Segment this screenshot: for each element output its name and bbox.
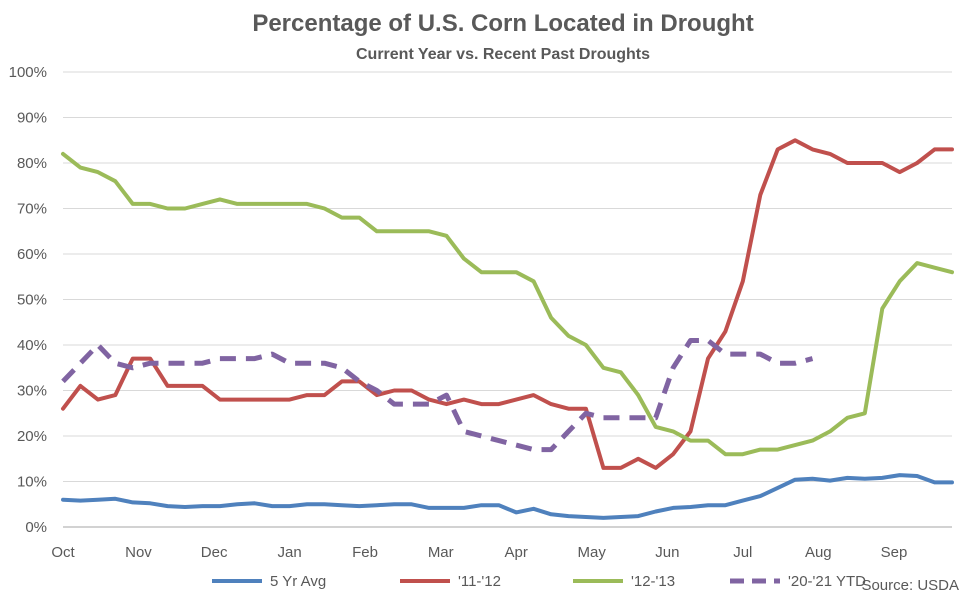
series-line-2	[61, 138, 954, 470]
gridlines	[63, 71, 952, 528]
x-axis-ticks: Oct Nov Dec Jan Feb Mar Apr May Jun Jul Aug Sep	[51, 544, 907, 561]
series-lines	[61, 138, 954, 520]
y-tick-label: 70%	[17, 201, 47, 218]
y-tick-label: 100%	[9, 64, 47, 81]
chart-title: Percentage of U.S. Corn Located in Droug…	[252, 10, 753, 37]
y-tick-label: 0%	[25, 519, 47, 536]
y-tick-label: 20%	[17, 428, 47, 445]
x-tick-label: Jun	[655, 544, 679, 561]
x-tick-label: May	[578, 544, 607, 561]
y-tick-label: 30%	[17, 383, 47, 400]
y-tick-label: 80%	[17, 155, 47, 172]
y-tick-label: 50%	[17, 292, 47, 309]
y-tick-label: 90%	[17, 110, 47, 127]
legend-label: '12-'13	[631, 573, 675, 590]
x-tick-label: Jan	[278, 544, 302, 561]
x-tick-label: Mar	[428, 544, 454, 561]
series-line-3	[61, 151, 954, 457]
legend-label: 5 Yr Avg	[270, 573, 326, 590]
legend: 5 Yr Avg '11-'12 '12-'13 '20-'21 YTD	[212, 573, 866, 590]
source-note: Source: USDA	[861, 577, 959, 594]
legend-label: '20-'21 YTD	[788, 573, 866, 590]
x-tick-label: Sep	[881, 544, 908, 561]
x-tick-label: Dec	[201, 544, 228, 561]
x-tick-label: Feb	[352, 544, 378, 561]
y-tick-label: 60%	[17, 246, 47, 263]
y-axis-ticks: 0% 10% 20% 30% 40% 50% 60% 70% 80% 90% 100%	[9, 64, 47, 536]
legend-label: '11-'12	[458, 573, 501, 590]
x-tick-label: Oct	[51, 544, 75, 561]
x-tick-label: Nov	[125, 544, 152, 561]
x-tick-label: Jul	[733, 544, 752, 561]
x-tick-label: Aug	[805, 544, 832, 561]
y-tick-label: 10%	[17, 474, 47, 491]
series-line-4	[61, 338, 814, 453]
series-line-1	[61, 473, 954, 520]
chart-subtitle: Current Year vs. Recent Past Droughts	[356, 46, 650, 63]
x-tick-label: Apr	[505, 544, 528, 561]
y-tick-label: 40%	[17, 337, 47, 354]
